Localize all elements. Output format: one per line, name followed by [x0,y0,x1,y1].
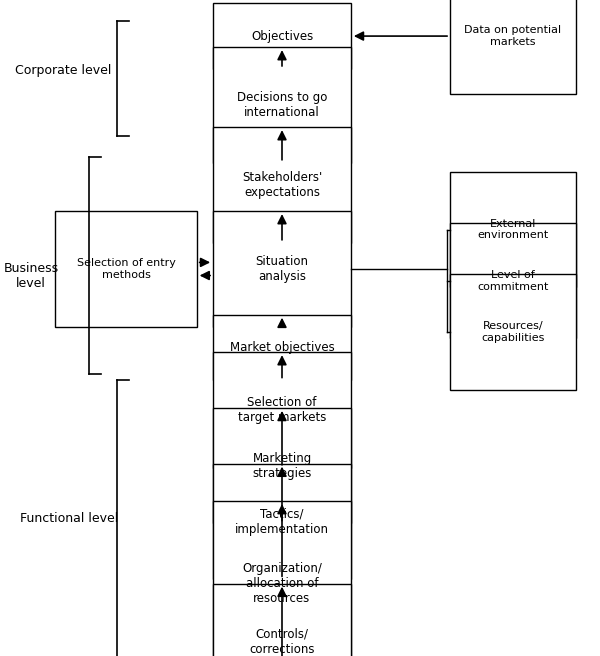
Bar [213,127,351,243]
Bar [213,464,351,579]
Text: Situation
analysis: Situation analysis [256,255,308,283]
Bar [213,47,351,163]
Text: Decisions to go
international: Decisions to go international [237,91,327,119]
Text: Selection of
target markets: Selection of target markets [238,396,326,424]
Text: Business
level: Business level [4,262,59,289]
Bar [213,408,351,523]
Text: Marketing
strategies: Marketing strategies [253,452,311,480]
Text: Stakeholders'
expectations: Stakeholders' expectations [242,171,322,199]
Bar [213,352,351,468]
Text: Resources/
capabilities: Resources/ capabilities [481,321,545,342]
Bar [213,3,351,69]
Text: Data on potential
markets: Data on potential markets [464,26,562,47]
Text: Selection of entry
methods: Selection of entry methods [77,258,175,279]
Bar [450,223,576,338]
Text: Objectives: Objectives [251,30,313,43]
Bar [450,172,576,287]
Bar [450,274,576,390]
Bar [450,0,576,94]
Text: Functional level: Functional level [20,512,118,525]
Text: Controls/
corrections: Controls/ corrections [249,628,315,655]
Text: External
environment: External environment [478,219,548,240]
Bar [213,211,351,327]
Text: Organization/
allocation of
resources: Organization/ allocation of resources [242,562,322,605]
Bar [213,501,351,656]
Bar [55,211,197,327]
Text: Level of
commitment: Level of commitment [478,270,548,291]
Text: Tactics/
implementation: Tactics/ implementation [235,508,329,535]
Text: Corporate level: Corporate level [15,64,111,77]
Text: Market objectives: Market objectives [230,341,334,354]
Bar [213,584,351,656]
Bar [213,315,351,380]
